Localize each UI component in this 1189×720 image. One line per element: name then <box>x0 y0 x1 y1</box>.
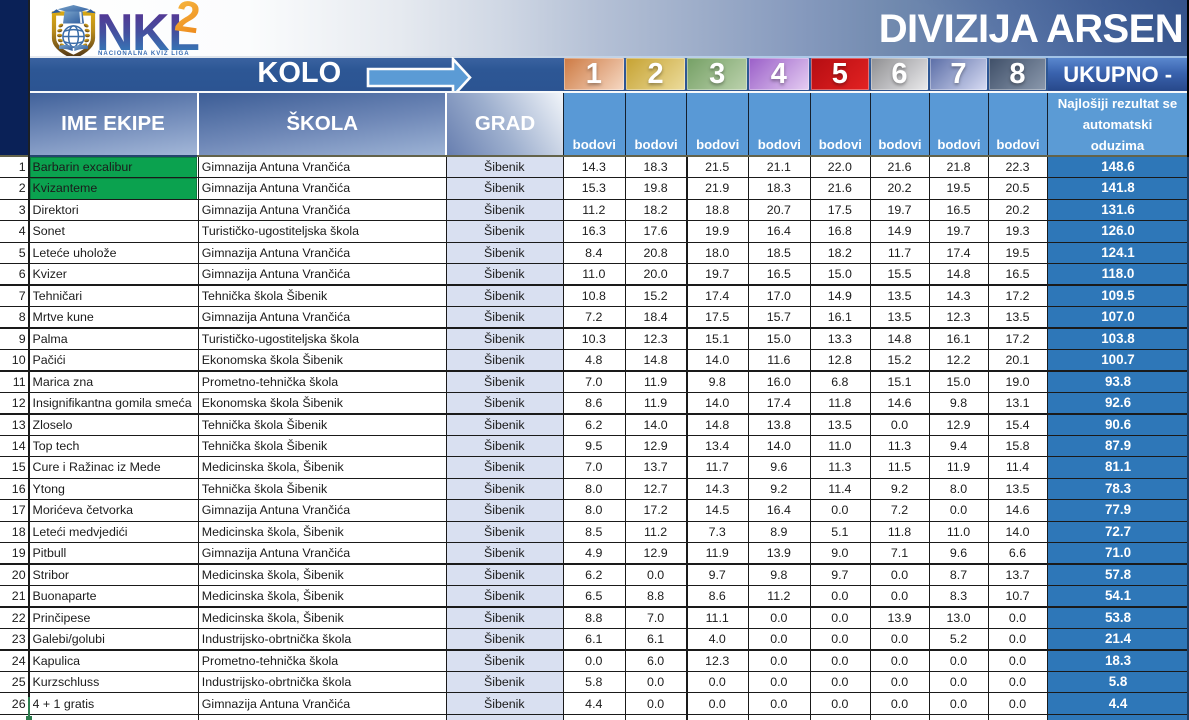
svg-text:NKL: NKL <box>96 4 199 60</box>
svg-text:NACIONALNA KVIZ LIGA: NACIONALNA KVIZ LIGA <box>98 50 190 57</box>
svg-text:2: 2 <box>172 0 203 43</box>
